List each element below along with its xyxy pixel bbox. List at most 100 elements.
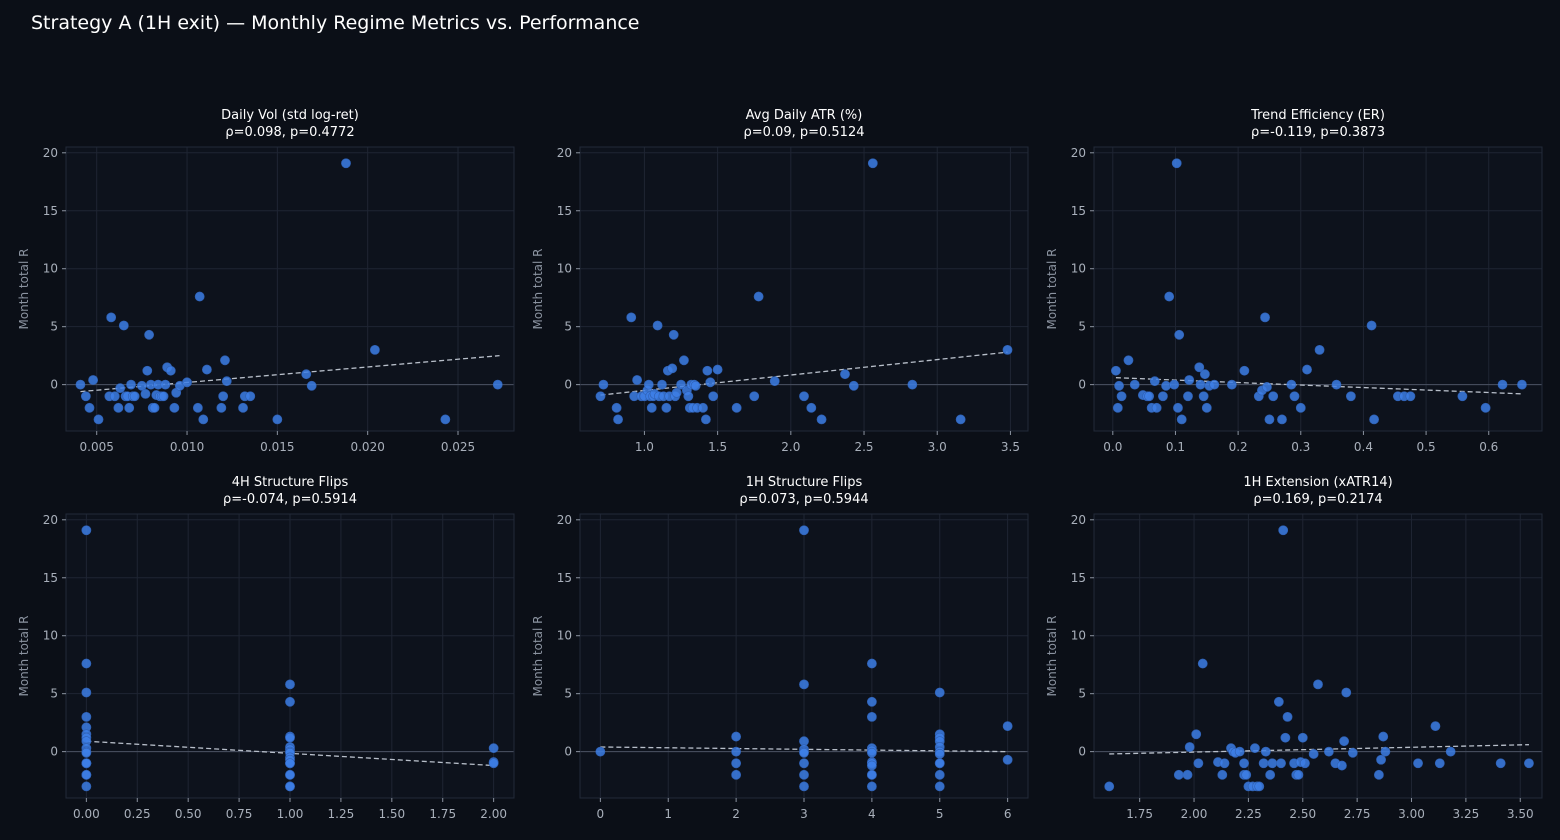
data-point	[272, 414, 283, 425]
data-point	[81, 687, 92, 698]
y-tick-label: 5	[50, 687, 58, 701]
x-tick-label: 0.025	[441, 440, 475, 454]
data-point	[1151, 402, 1162, 413]
data-point	[81, 747, 92, 758]
plot-frame	[579, 146, 1029, 432]
y-tick-label: 10	[1071, 629, 1086, 643]
data-point	[488, 758, 499, 769]
data-point	[840, 369, 850, 380]
data-point	[1144, 391, 1155, 402]
data-point	[1176, 414, 1187, 425]
y-tick-label: 15	[43, 571, 58, 585]
data-point	[595, 746, 606, 757]
trend-line	[1109, 744, 1529, 755]
data-point	[671, 387, 682, 398]
x-tick-label: 2.25	[1235, 807, 1262, 821]
panel-subtitle: ρ=-0.074, p=0.5914	[223, 492, 357, 507]
data-point	[799, 758, 809, 769]
data-point	[218, 391, 229, 402]
panel-subtitle: ρ=-0.119, p=0.3873	[1251, 125, 1385, 140]
panel-subtitle: ρ=0.073, p=0.5944	[739, 492, 868, 507]
x-tick-label: 2.50	[1289, 807, 1316, 821]
y-axis-label: Month total R	[1045, 248, 1059, 329]
y-tick-label: 0	[564, 745, 572, 759]
y-tick-label: 20	[557, 513, 572, 527]
x-tick-label: 1.0	[635, 440, 654, 454]
data-point	[245, 391, 256, 402]
x-tick-label: 4	[868, 807, 876, 821]
x-tick-label: 1.50	[378, 807, 405, 821]
data-point	[955, 414, 966, 425]
data-point	[1260, 312, 1270, 323]
x-tick-label: 0.50	[175, 807, 202, 821]
data-point	[1111, 365, 1121, 376]
data-point	[1002, 721, 1013, 732]
panel-title: Avg Daily ATR (%)	[746, 108, 863, 123]
data-point	[1341, 687, 1352, 698]
data-point	[1173, 402, 1183, 413]
data-point	[1366, 320, 1377, 331]
data-point	[1323, 746, 1334, 757]
data-point	[1184, 742, 1195, 752]
data-point	[285, 679, 295, 690]
x-tick-label: 0.5	[1417, 440, 1436, 454]
data-point	[81, 769, 92, 780]
data-point	[1345, 391, 1356, 402]
x-tick-label: 1.00	[277, 807, 304, 821]
data-point	[1293, 769, 1304, 780]
y-tick-label: 5	[564, 320, 572, 334]
data-point	[1254, 781, 1265, 792]
data-point	[731, 758, 742, 769]
y-tick-label: 20	[43, 146, 58, 160]
trend-line	[1115, 377, 1524, 395]
data-point	[142, 365, 153, 376]
data-point	[683, 391, 694, 402]
data-point	[220, 355, 230, 366]
plot-frame	[65, 146, 515, 432]
data-point	[1112, 402, 1123, 413]
scatter-panel-4: 0.00 0.25 0.50 0.75 1.00 1.25 1.50 1.75 2.00 0 5 10…	[17, 475, 515, 821]
data-point	[1445, 746, 1456, 757]
x-tick-label: 0.3	[1291, 440, 1310, 454]
data-point	[708, 391, 719, 402]
data-point	[1300, 758, 1310, 769]
data-point	[144, 329, 154, 340]
x-tick-label: 0.4	[1354, 440, 1373, 454]
data-point	[702, 365, 713, 376]
data-point	[1197, 658, 1208, 669]
data-point	[1517, 379, 1527, 390]
data-point	[118, 320, 129, 331]
data-point	[866, 747, 877, 758]
data-point	[657, 379, 667, 390]
data-point	[1280, 732, 1291, 743]
data-point	[866, 711, 877, 722]
data-point	[1260, 746, 1271, 757]
data-point	[1313, 679, 1323, 690]
data-point	[198, 414, 209, 425]
data-point	[799, 525, 809, 536]
data-point	[488, 743, 499, 754]
data-point	[1369, 414, 1379, 425]
data-point	[1183, 391, 1193, 402]
data-point	[285, 769, 295, 780]
data-point	[158, 391, 169, 402]
data-point	[731, 402, 742, 413]
data-point	[285, 758, 295, 769]
scatter-panel-1: 0.005 0.010 0.015 0.020 0.025 0 5 10 15 20 Month t…	[17, 108, 515, 454]
data-point	[1198, 391, 1209, 402]
y-tick-label: 10	[557, 629, 572, 643]
data-point	[676, 379, 686, 390]
x-tick-label: 2.00	[1181, 807, 1208, 821]
data-point	[1182, 769, 1193, 780]
data-point	[169, 402, 180, 413]
data-point	[1268, 391, 1279, 402]
plot-frame	[1093, 513, 1543, 799]
y-tick-label: 10	[43, 262, 58, 276]
x-tick-label: 3.00	[1398, 807, 1425, 821]
data-point	[731, 746, 742, 757]
data-point	[1194, 362, 1205, 373]
data-point	[1434, 758, 1445, 769]
data-point	[1171, 158, 1182, 169]
data-point	[165, 365, 176, 376]
data-point	[306, 380, 317, 391]
